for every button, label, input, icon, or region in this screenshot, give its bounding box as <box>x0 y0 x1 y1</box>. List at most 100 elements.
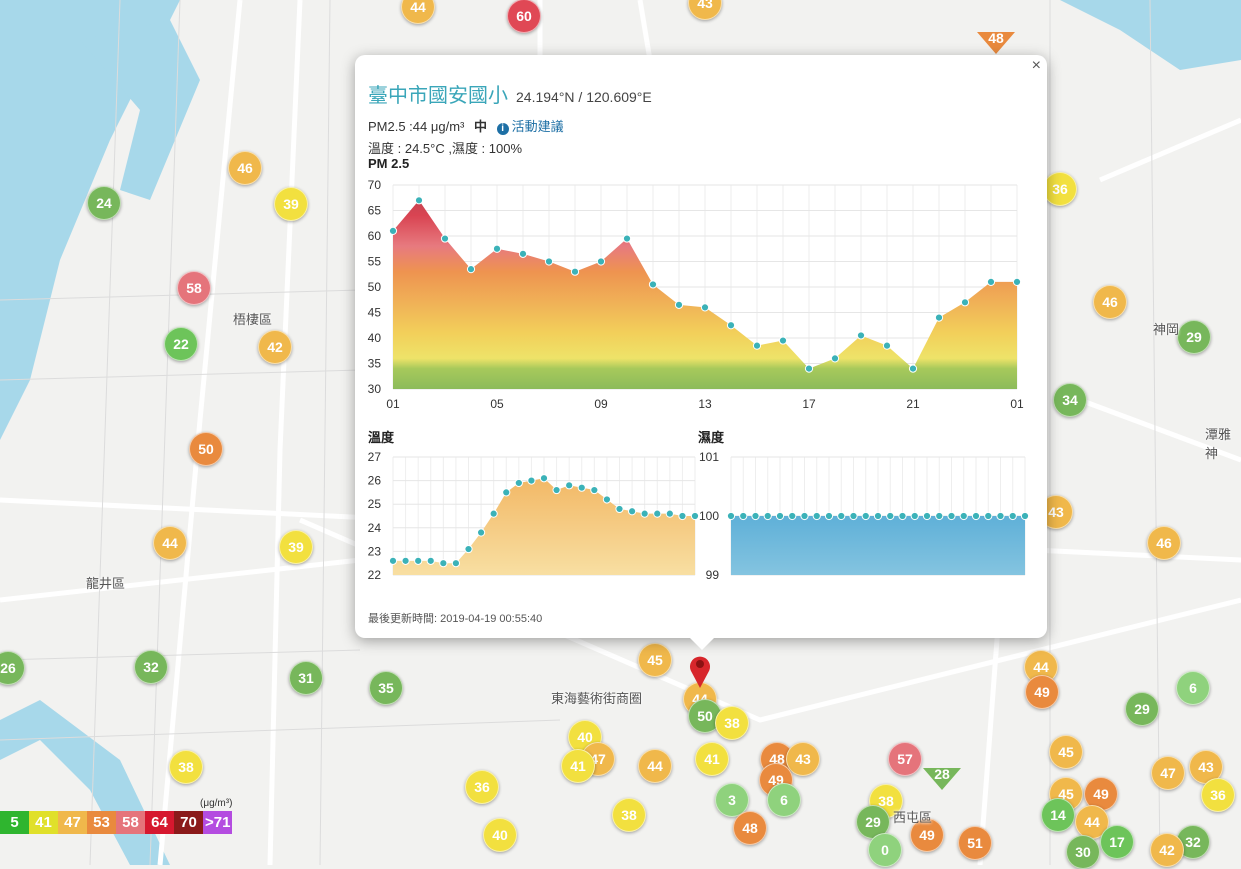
temperature-chart-title: 溫度 <box>368 430 395 445</box>
station-marker[interactable]: 14 <box>1041 798 1075 832</box>
station-marker[interactable]: 38 <box>612 798 646 832</box>
station-marker[interactable]: 34 <box>1053 383 1087 417</box>
station-marker[interactable]: 46 <box>1147 526 1181 560</box>
area-series <box>393 200 1017 389</box>
station-marker[interactable]: 44 <box>153 526 187 560</box>
station-coords: 24.194°N / 120.609°E <box>516 89 652 105</box>
station-marker[interactable]: 36 <box>1201 778 1235 812</box>
y-tick-label: 60 <box>368 229 382 243</box>
activity-advice-label: 活動建議 <box>511 119 564 134</box>
data-point <box>886 511 895 521</box>
station-marker[interactable]: 17 <box>1100 825 1134 859</box>
station-marker[interactable]: 46 <box>1093 285 1127 319</box>
data-point <box>439 559 448 568</box>
sea-area <box>0 0 180 440</box>
data-point <box>492 244 502 253</box>
station-marker[interactable]: 45 <box>638 643 672 677</box>
station-marker[interactable]: 36 <box>1043 172 1077 206</box>
station-marker[interactable]: 51 <box>958 826 992 860</box>
station-marker[interactable]: 58 <box>177 271 211 305</box>
station-marker[interactable]: 45 <box>1049 735 1083 769</box>
close-icon[interactable]: × <box>1031 57 1041 74</box>
legend-cell: 64 <box>145 811 174 834</box>
data-point <box>690 511 700 521</box>
station-marker[interactable]: 38 <box>715 706 749 740</box>
station-marker[interactable]: 42 <box>1150 833 1184 867</box>
data-point <box>1008 511 1017 521</box>
y-tick-label: 55 <box>368 255 382 269</box>
station-marker[interactable]: 29 <box>1177 320 1211 354</box>
station-marker[interactable]: 31 <box>289 661 323 695</box>
station-marker[interactable]: 22 <box>164 327 198 361</box>
station-marker[interactable]: 41 <box>561 749 595 783</box>
data-point <box>514 478 523 488</box>
y-tick-label: 100 <box>699 509 719 523</box>
district-label: 西屯區 <box>893 810 933 825</box>
station-popup: × 臺中市國安國小 24.194°N / 120.609°E PM2.5 :44 … <box>355 55 1047 650</box>
data-point <box>401 556 410 565</box>
data-point <box>775 511 785 521</box>
station-marker[interactable]: 43 <box>786 742 820 776</box>
station-marker[interactable]: 44 <box>638 749 672 783</box>
data-point <box>1020 511 1030 521</box>
activity-advice-link[interactable]: i 活動建議 <box>496 119 564 135</box>
station-marker[interactable]: 44 <box>1075 805 1109 839</box>
station-marker[interactable]: 6 <box>1176 671 1210 705</box>
data-point <box>778 336 788 345</box>
station-marker[interactable]: 39 <box>274 187 308 221</box>
x-tick-label: 01 <box>1010 397 1024 411</box>
station-marker[interactable]: 57 <box>888 742 922 776</box>
data-point <box>544 257 554 266</box>
station-marker[interactable]: 47 <box>1151 756 1185 790</box>
station-marker[interactable]: 32 <box>134 650 168 684</box>
data-point <box>596 257 606 266</box>
district-label: 龍井區 <box>86 576 126 591</box>
station-marker[interactable]: 24 <box>87 186 121 220</box>
station-marker[interactable]: 44 <box>401 0 435 24</box>
data-point <box>947 511 956 521</box>
data-point <box>388 556 398 565</box>
data-point <box>960 298 970 307</box>
station-marker[interactable]: 6 <box>767 783 801 817</box>
station-marker[interactable]: 46 <box>228 151 262 185</box>
station-marker[interactable]: 38 <box>169 750 203 784</box>
env-summary: 溫度 : 24.5°C ,濕度 : 100% <box>368 141 523 156</box>
last-updated: 最後更新時間: 2019-04-19 00:55:40 <box>368 613 543 625</box>
station-triangle-marker[interactable] <box>923 768 961 790</box>
station-marker[interactable]: 60 <box>507 0 541 33</box>
data-point <box>451 559 461 568</box>
station-marker[interactable]: 40 <box>483 818 517 852</box>
station-name[interactable]: 臺中市國安國小 <box>368 85 508 107</box>
station-marker[interactable]: 30 <box>1066 835 1100 869</box>
station-marker[interactable]: 41 <box>695 742 729 776</box>
legend-cell: 47 <box>58 811 87 834</box>
y-tick-label: 45 <box>368 306 382 320</box>
data-point <box>763 511 772 521</box>
info-icon: i <box>496 123 509 135</box>
station-marker[interactable]: 48 <box>733 811 767 845</box>
station-marker[interactable]: 29 <box>1125 692 1159 726</box>
station-marker[interactable]: 42 <box>258 330 292 364</box>
data-point <box>751 511 760 521</box>
station-marker[interactable]: 39 <box>279 530 313 564</box>
pm25-chart-title: PM 2.5 <box>368 156 410 171</box>
station-marker[interactable]: 50 <box>189 432 223 466</box>
location-pin-icon[interactable] <box>688 653 712 689</box>
station-marker[interactable]: 49 <box>910 818 944 852</box>
y-tick-label: 35 <box>368 357 382 371</box>
area-series <box>731 516 1025 575</box>
data-point <box>414 196 424 205</box>
data-point <box>922 511 932 521</box>
data-point <box>800 511 809 521</box>
data-point <box>824 511 834 521</box>
pm25-level: 中 <box>473 119 487 134</box>
station-triangle-marker[interactable] <box>977 32 1015 54</box>
station-marker[interactable]: 49 <box>1025 675 1059 709</box>
data-point <box>539 474 549 483</box>
y-tick-label: 26 <box>368 474 382 488</box>
data-point <box>502 488 511 497</box>
station-marker[interactable]: 0 <box>868 833 902 867</box>
harbor-area <box>80 20 200 200</box>
station-marker[interactable]: 36 <box>465 770 499 804</box>
station-marker[interactable]: 35 <box>369 671 403 705</box>
